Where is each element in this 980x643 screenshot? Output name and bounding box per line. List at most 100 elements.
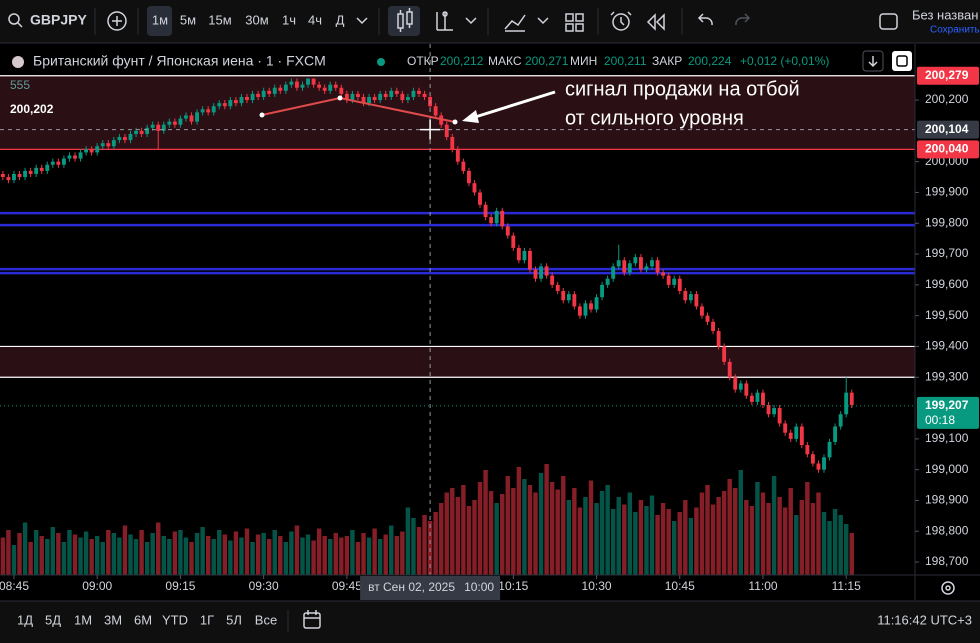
candle-body bbox=[356, 93, 360, 97]
layouts-button[interactable] bbox=[565, 13, 584, 32]
volume-bar bbox=[610, 509, 616, 575]
ohlc-value: 200,212 bbox=[440, 54, 484, 68]
indicators-icon[interactable] bbox=[504, 14, 526, 32]
interval-button[interactable]: Д bbox=[336, 12, 345, 27]
volume-bar bbox=[83, 531, 89, 575]
layout-name[interactable]: Без назван bbox=[912, 7, 978, 22]
candle-body bbox=[605, 278, 610, 285]
instrument-name: Британский фунт / Японская иена · 1 · FX… bbox=[33, 53, 326, 69]
volume-bar bbox=[466, 506, 472, 575]
volume-bar bbox=[244, 528, 250, 575]
volume-bar bbox=[766, 503, 771, 575]
dropdown[interactable] bbox=[537, 17, 549, 25]
candle-body bbox=[505, 226, 510, 236]
candle-body bbox=[794, 426, 799, 439]
candle-body bbox=[516, 247, 521, 261]
ohlc-value: 200,271 bbox=[525, 54, 569, 68]
volume-bar bbox=[150, 533, 155, 575]
candle-body bbox=[106, 143, 111, 147]
volume-bar bbox=[622, 504, 627, 575]
volume-bar bbox=[383, 534, 388, 575]
volume-bar bbox=[183, 537, 189, 575]
candle-body bbox=[167, 121, 172, 125]
volume-bar bbox=[472, 500, 477, 575]
candle-body bbox=[694, 294, 699, 307]
volume-bar bbox=[261, 533, 266, 575]
volume-bar bbox=[328, 539, 333, 575]
gear-icon bbox=[945, 585, 951, 591]
range-button[interactable]: 6М bbox=[134, 612, 152, 627]
dropdown[interactable] bbox=[465, 17, 477, 25]
range-button[interactable]: 5Л bbox=[226, 612, 242, 627]
candle-body bbox=[500, 210, 505, 227]
candle-body bbox=[827, 441, 832, 458]
interval-dropdown[interactable] bbox=[356, 17, 368, 25]
range-button[interactable]: Все bbox=[255, 612, 277, 627]
compare-button[interactable] bbox=[107, 11, 127, 31]
volume-bar bbox=[394, 536, 400, 575]
crosshair-time: 10:00 bbox=[464, 580, 494, 594]
bars-icon bbox=[436, 12, 453, 31]
range-button[interactable]: 1Д bbox=[17, 612, 33, 627]
volume-bar bbox=[616, 497, 621, 575]
candle-body bbox=[84, 149, 89, 153]
volume-bar bbox=[300, 537, 305, 575]
symbol-search[interactable]: GBPJPY bbox=[8, 12, 87, 28]
range-button[interactable]: 1Г bbox=[200, 612, 214, 627]
y-tick-label: 199,100 bbox=[925, 431, 969, 445]
range-button[interactable]: YTD bbox=[162, 612, 188, 627]
range-button[interactable]: 3М bbox=[104, 612, 122, 627]
y-tick-label: 199,500 bbox=[925, 308, 969, 322]
candle-body bbox=[317, 84, 322, 88]
candle-body bbox=[461, 161, 466, 171]
volume-bar bbox=[838, 515, 843, 575]
candle-body bbox=[12, 173, 16, 181]
interval-button[interactable]: 4ч bbox=[308, 12, 322, 27]
interval-button[interactable]: 1м bbox=[152, 12, 168, 27]
layout-icon[interactable] bbox=[879, 13, 898, 30]
save-label[interactable]: Сохранить bbox=[930, 25, 980, 36]
candle-body bbox=[400, 93, 405, 101]
replay-icon[interactable] bbox=[646, 13, 665, 31]
ohlc-value: 200,224 bbox=[688, 54, 732, 68]
clock[interactable]: 11:16:42 UTC+3 bbox=[877, 612, 972, 627]
goto-date-button[interactable] bbox=[303, 610, 321, 629]
volume-bar bbox=[777, 497, 782, 575]
volume-bar bbox=[11, 545, 17, 575]
ohlc-label: ОТКР bbox=[407, 54, 439, 68]
price-label: 200,104 bbox=[925, 122, 969, 136]
indicator-button[interactable] bbox=[436, 11, 453, 31]
candle-body bbox=[594, 297, 599, 310]
interval-button[interactable]: 5м bbox=[180, 12, 196, 27]
candle-body bbox=[772, 408, 777, 415]
candle-body bbox=[134, 130, 138, 134]
redo-icon[interactable] bbox=[735, 13, 751, 26]
candle-body bbox=[111, 140, 116, 147]
candle-body bbox=[666, 275, 671, 285]
y-tick-label: 199,300 bbox=[925, 369, 969, 383]
alert-button[interactable] bbox=[610, 11, 632, 31]
volume-bar bbox=[694, 507, 699, 575]
candle-body bbox=[228, 100, 233, 107]
interval-button[interactable]: 15м bbox=[208, 12, 231, 27]
undo-icon[interactable] bbox=[697, 13, 713, 26]
plus-icon bbox=[112, 16, 122, 26]
candle-body bbox=[333, 84, 338, 88]
candle-body bbox=[566, 294, 571, 301]
volume-bar bbox=[816, 492, 821, 575]
interval-button[interactable]: 30м bbox=[245, 12, 268, 27]
y-tick-label: 198,900 bbox=[925, 493, 969, 507]
y-tick-label: 200,200 bbox=[925, 92, 969, 106]
settings-button[interactable] bbox=[941, 581, 955, 595]
fullscreen-button[interactable] bbox=[892, 51, 912, 71]
volume-bar bbox=[727, 479, 732, 575]
candle-body bbox=[727, 361, 732, 378]
candle-body bbox=[661, 272, 666, 276]
range-button[interactable]: 1М bbox=[74, 612, 92, 627]
chart-type-button[interactable] bbox=[397, 8, 413, 32]
volume-bar bbox=[139, 530, 144, 575]
interval-button[interactable]: 1ч bbox=[282, 12, 296, 27]
range-button[interactable]: 5Д bbox=[45, 612, 61, 627]
volume-bar bbox=[599, 491, 605, 575]
candle-body bbox=[222, 103, 227, 107]
